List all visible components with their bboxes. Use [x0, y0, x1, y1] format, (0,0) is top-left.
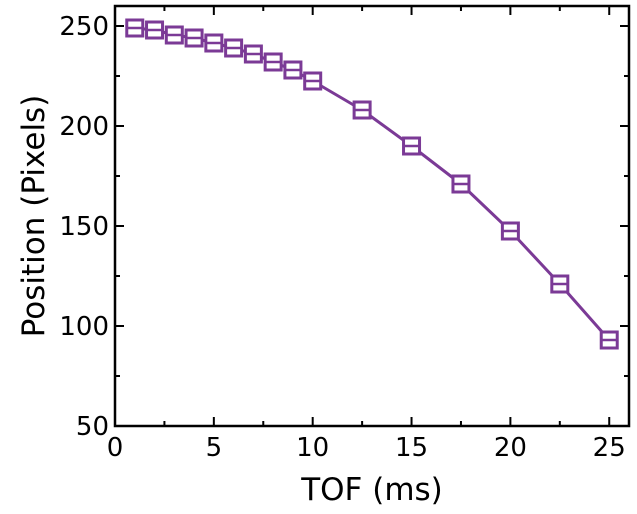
tick-labels: 0 5 10 15 20 25 50 100 150 200 250 — [59, 12, 625, 463]
y-tick-label: 150 — [59, 212, 109, 242]
x-tick-label: 10 — [296, 433, 329, 463]
x-tick-label: 5 — [206, 433, 223, 463]
x-tick-label: 15 — [395, 433, 428, 463]
x-tick-label: 0 — [107, 433, 124, 463]
plot-border — [113, 4, 631, 428]
y-axis-title: Position (Pixels) — [16, 95, 52, 338]
x-tick-label: 20 — [494, 433, 527, 463]
y-tick-label: 50 — [76, 412, 109, 442]
y-tick-label: 250 — [59, 12, 109, 42]
y-tick-label: 200 — [59, 112, 109, 142]
x-tick-label: 25 — [593, 433, 626, 463]
x-axis-title: TOF (ms) — [300, 472, 443, 508]
series-line — [134, 26, 611, 341]
plot-frame — [113, 4, 631, 428]
axis-ticks — [114, 6, 629, 427]
y-tick-label: 100 — [59, 312, 109, 342]
series-group — [125, 18, 619, 350]
